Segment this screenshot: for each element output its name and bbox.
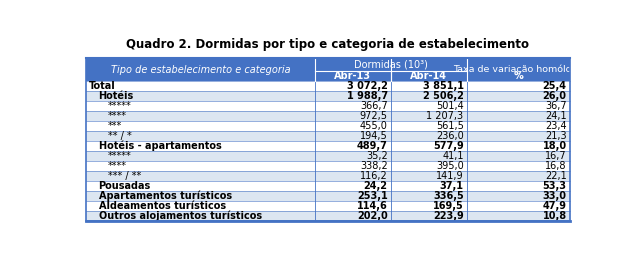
Text: 561,5: 561,5 [436, 121, 463, 131]
Bar [86, 111, 570, 121]
Text: 1 207,3: 1 207,3 [426, 111, 463, 121]
Text: 366,7: 366,7 [360, 101, 388, 111]
Text: Abr-13: Abr-13 [334, 71, 371, 81]
Text: 21,3: 21,3 [545, 131, 566, 141]
Text: 116,2: 116,2 [360, 171, 388, 181]
Bar [86, 81, 570, 91]
Text: ** / *: ** / * [108, 131, 132, 141]
Text: Taxa de variação homóloga: Taxa de variação homóloga [453, 65, 584, 74]
Bar [86, 58, 315, 81]
Text: 338,2: 338,2 [360, 161, 388, 171]
Bar [86, 91, 570, 101]
Text: Hotéis - apartamentos: Hotéis - apartamentos [99, 141, 221, 151]
Text: 41,1: 41,1 [442, 151, 463, 161]
Text: *****: ***** [108, 101, 132, 111]
Text: 395,0: 395,0 [436, 161, 463, 171]
Bar [86, 201, 570, 211]
Text: 501,4: 501,4 [436, 101, 463, 111]
Bar [467, 58, 570, 81]
Text: Abr-14: Abr-14 [410, 71, 447, 81]
Text: ****: **** [108, 111, 127, 121]
Text: 25,4: 25,4 [543, 81, 566, 91]
Text: Dormidas (10³): Dormidas (10³) [354, 60, 428, 70]
Text: Apartamentos turísticos: Apartamentos turísticos [99, 191, 232, 201]
Text: 3 072,2: 3 072,2 [347, 81, 388, 91]
Text: 37,1: 37,1 [440, 181, 463, 191]
Bar [86, 211, 570, 221]
Text: Hotéis: Hotéis [99, 91, 134, 101]
Text: *****: ***** [108, 151, 132, 161]
Text: 16,8: 16,8 [545, 161, 566, 171]
Text: Tipo de estabelecimento e categoria: Tipo de estabelecimento e categoria [111, 65, 291, 75]
Text: 489,7: 489,7 [357, 141, 388, 151]
Text: 3 851,1: 3 851,1 [422, 81, 463, 91]
Text: 169,5: 169,5 [433, 201, 463, 211]
Text: 24,2: 24,2 [364, 181, 388, 191]
Bar [86, 151, 570, 161]
Text: 33,0: 33,0 [543, 191, 566, 201]
Text: 202,0: 202,0 [357, 211, 388, 221]
Text: 236,0: 236,0 [436, 131, 463, 141]
Bar [86, 171, 570, 181]
Text: 35,2: 35,2 [366, 151, 388, 161]
Text: *** / **: *** / ** [108, 171, 141, 181]
Text: 253,1: 253,1 [357, 191, 388, 201]
Text: 18,0: 18,0 [543, 141, 566, 151]
Bar [86, 58, 570, 221]
Text: 141,9: 141,9 [436, 171, 463, 181]
Text: 194,5: 194,5 [360, 131, 388, 141]
Text: 24,1: 24,1 [545, 111, 566, 121]
Text: Total: Total [90, 81, 116, 91]
Text: 577,9: 577,9 [433, 141, 463, 151]
Text: Aldeamentos turísticos: Aldeamentos turísticos [99, 201, 226, 211]
Text: 336,5: 336,5 [433, 191, 463, 201]
Text: %: % [513, 71, 523, 81]
Text: 2 506,2: 2 506,2 [423, 91, 463, 101]
Text: Pousadas: Pousadas [99, 181, 151, 191]
Text: Quadro 2. Dormidas por tipo e categoria de estabelecimento: Quadro 2. Dormidas por tipo e categoria … [127, 39, 529, 51]
Bar [86, 121, 570, 131]
Text: 16,7: 16,7 [545, 151, 566, 161]
Text: 1 988,7: 1 988,7 [346, 91, 388, 101]
Text: 47,9: 47,9 [543, 201, 566, 211]
Text: 22,1: 22,1 [545, 171, 566, 181]
Text: 53,3: 53,3 [543, 181, 566, 191]
Bar [315, 58, 467, 71]
Text: Outros alojamentos turísticos: Outros alojamentos turísticos [99, 211, 262, 221]
Text: 10,8: 10,8 [543, 211, 566, 221]
Bar [86, 161, 570, 171]
Bar [86, 101, 570, 111]
Text: 23,4: 23,4 [545, 121, 566, 131]
Text: 972,5: 972,5 [360, 111, 388, 121]
Bar [86, 141, 570, 151]
Bar [86, 181, 570, 191]
Text: 223,9: 223,9 [433, 211, 463, 221]
Text: ***: *** [108, 121, 122, 131]
Text: 36,7: 36,7 [545, 101, 566, 111]
Text: 26,0: 26,0 [543, 91, 566, 101]
Bar [86, 191, 570, 201]
Bar [86, 131, 570, 141]
Bar [391, 71, 467, 81]
Bar [315, 71, 391, 81]
Text: 114,6: 114,6 [357, 201, 388, 211]
Text: 455,0: 455,0 [360, 121, 388, 131]
Text: ****: **** [108, 161, 127, 171]
